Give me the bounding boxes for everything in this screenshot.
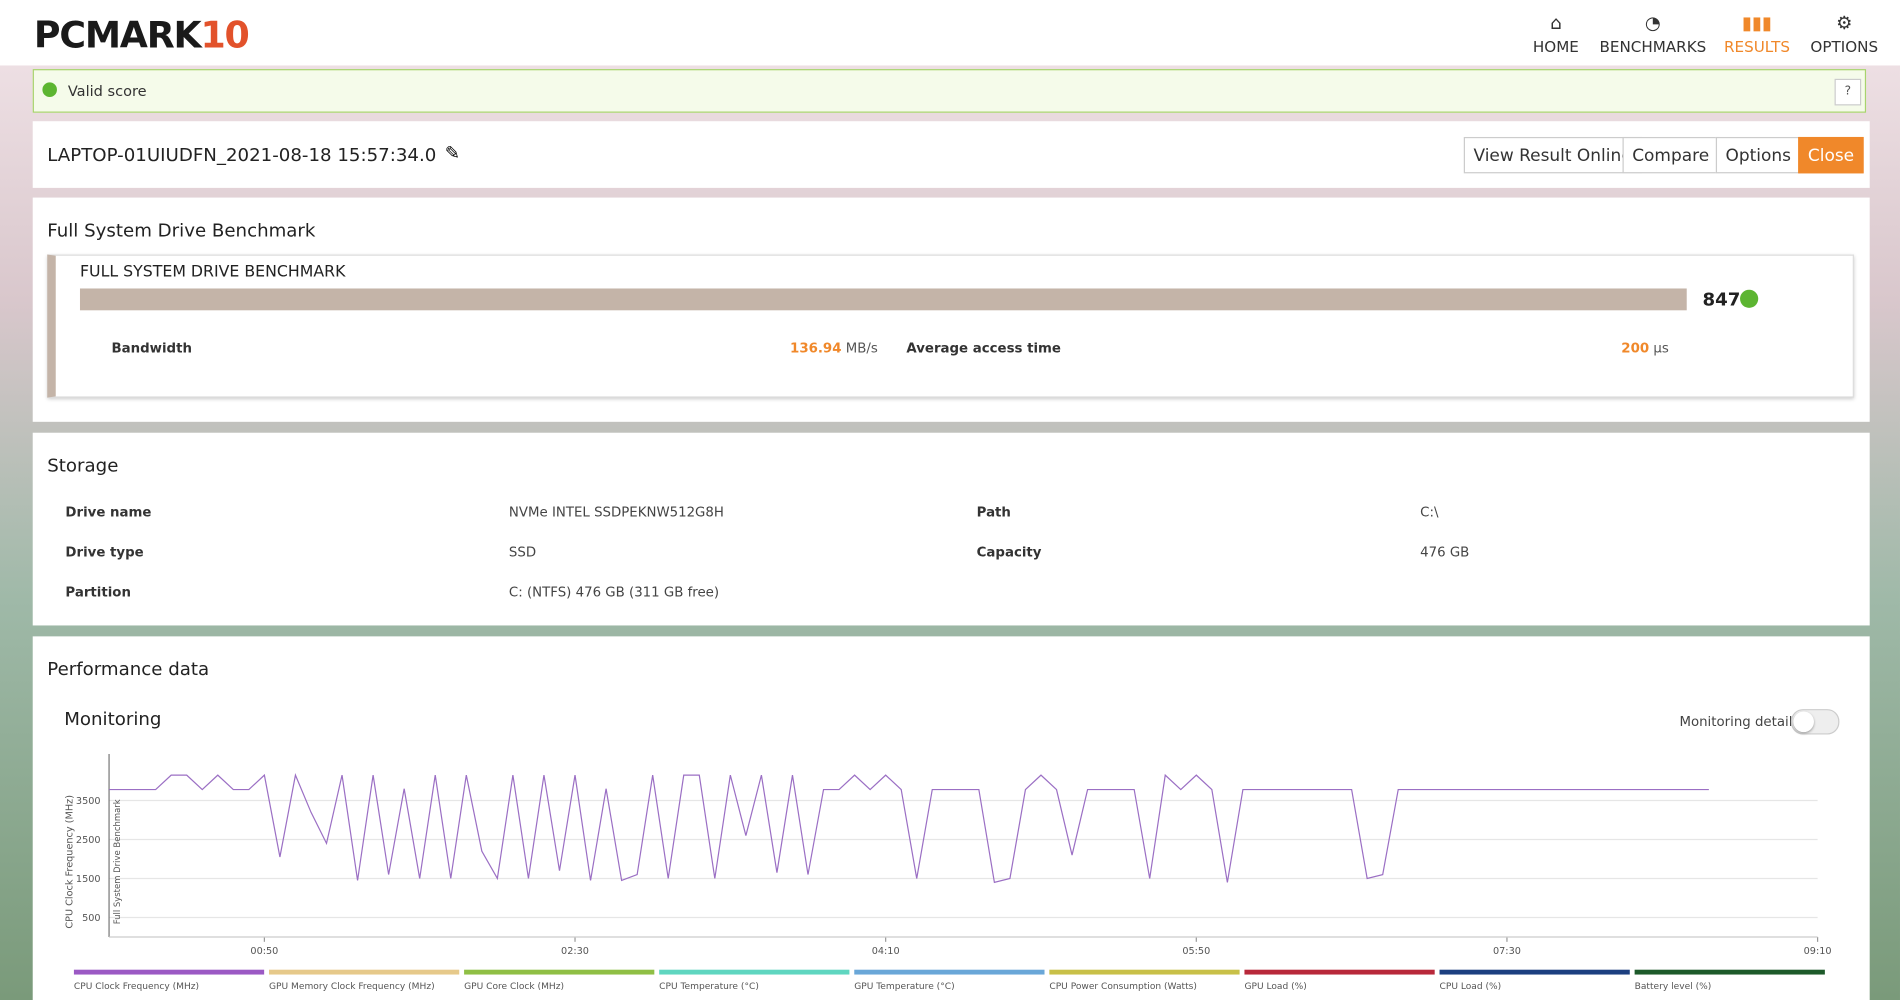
metric-value: 200 [1621, 340, 1650, 357]
label[interactable]: OPTIONS [1810, 37, 1879, 56]
x-tick-label: 04:10 [872, 946, 900, 957]
field-value: 476 GB [1420, 544, 1470, 560]
x-tick-label: 05:50 [1182, 946, 1210, 957]
section-title: Storage [47, 454, 119, 477]
line [109, 773, 1709, 884]
x-tick-label: 07:30 [1493, 946, 1521, 957]
logo: PCMARK10 [33, 14, 250, 57]
field-label: Partition [65, 584, 131, 600]
storage-panel: Storage Drive name NVMe INTEL SSDPEKNW51… [32, 432, 1870, 626]
legend-swatch [269, 969, 460, 975]
x-tick-label: 02:30 [561, 946, 589, 957]
legend-swatch [1244, 969, 1435, 975]
chart: 500 1500 2500 3500 00:50 02:30 04:10 05:50 07:30… [65, 753, 1832, 992]
toggle-label: Monitoring details [1679, 713, 1800, 730]
section-title: Full System Drive Benchmark [47, 219, 316, 242]
legend-swatch [1634, 969, 1825, 975]
options-button[interactable]: Options [1715, 136, 1801, 174]
nav-options[interactable]: ⚙ OPTIONS [1810, 12, 1879, 56]
y-tick-label: 3500 [76, 796, 101, 807]
result-name: LAPTOP-01UIUDFN_2021-08-18 15:57:34.0 [47, 144, 437, 167]
legend-swatch [854, 969, 1045, 975]
view-online-button[interactable]: View Result Online [1463, 136, 1642, 174]
x-tick-label: 09:10 [1804, 946, 1832, 957]
legend-label: GPU Memory Clock Frequency (MHz) [269, 982, 435, 992]
status-text: Valid score [67, 82, 147, 100]
logo-number: 10 [200, 14, 249, 57]
y-tick-label: 2500 [76, 835, 101, 846]
label[interactable]: RESULTS [1723, 37, 1791, 56]
field-value: C: (NTFS) 476 GB (311 GB free) [508, 584, 720, 600]
legend-label: CPU Power Consumption (Watts) [1049, 982, 1197, 992]
legend-label: GPU Load (%) [1244, 982, 1306, 992]
benchmark-panel: Full System Drive Benchmark FULL SYSTEM … [32, 197, 1870, 422]
status-bar: Valid score ? [32, 69, 1867, 113]
metric-value: 136.94 [790, 340, 842, 357]
field-label: Drive type [65, 544, 144, 560]
y-tick-label: 1500 [76, 874, 101, 885]
header: PCMARK10 ⌂ HOME ◔ BENCHMARKS ▮▮▮ RESULTS ⚙ O… [0, 0, 1900, 66]
compare-button[interactable]: Compare [1622, 136, 1719, 174]
legend-label: Battery level (%) [1635, 982, 1712, 992]
section-title: Performance data [47, 658, 210, 680]
edit-icon[interactable]: ✎ [444, 141, 460, 164]
performance-panel: Performance data Monitoring Monitoring d… [32, 636, 1870, 1000]
nav-benchmarks[interactable]: ◔ BENCHMARKS [1599, 12, 1707, 56]
score-bar [79, 288, 1687, 311]
field-value: NVMe INTEL SSDPEKNW512G8H [508, 504, 724, 520]
close-button[interactable]: Close [1798, 136, 1864, 174]
y-tick-label: 500 [82, 913, 100, 924]
legend-label: CPU Load (%) [1440, 982, 1502, 992]
field-label: Path [976, 504, 1011, 520]
metric-unit: μs [1653, 340, 1669, 357]
metric-label: Bandwidth [111, 340, 192, 357]
annotation: Full System Drive Benchmark [112, 799, 122, 924]
legend-swatch [1439, 969, 1630, 975]
field-label: Capacity [976, 544, 1042, 560]
label[interactable]: HOME [1532, 37, 1579, 56]
score-check [1740, 289, 1759, 308]
status-icon [42, 82, 57, 97]
metric-label: Average access time [906, 340, 1061, 357]
logo-text: PCMARK [33, 14, 202, 57]
toggle[interactable] [1790, 709, 1840, 735]
legend-label: GPU Core Clock (MHz) [464, 982, 564, 992]
metric-unit: MB/s [845, 340, 878, 357]
legend-swatch [659, 969, 850, 975]
score: 847 [1702, 288, 1741, 311]
nav-home[interactable]: ⌂ HOME [1532, 12, 1579, 56]
legend-label: CPU Clock Frequency (MHz) [74, 982, 199, 992]
result-panel: LAPTOP-01UIUDFN_2021-08-18 15:57:34.0 ✎ … [32, 121, 1870, 188]
legend-label: GPU Temperature (°C) [854, 982, 954, 992]
legend-swatch [464, 969, 655, 975]
benchmark-title: FULL SYSTEM DRIVE BENCHMARK [79, 263, 346, 282]
legend-swatch [73, 969, 265, 975]
field-value: SSD [508, 544, 537, 560]
benchmark-card: FULL SYSTEM DRIVE BENCHMARK 847 Bandwidt… [47, 254, 1854, 398]
field-value: C:\ [1420, 504, 1439, 520]
legend-swatch [1049, 969, 1240, 975]
label[interactable]: BENCHMARKS [1599, 37, 1707, 56]
legend-label: CPU Temperature (°C) [659, 982, 759, 992]
field-label: Drive name [65, 504, 152, 520]
nav-results[interactable]: ▮▮▮ RESULTS [1723, 12, 1791, 56]
y-axis-label: CPU Clock Frequency (MHz) [65, 795, 76, 929]
help-button[interactable]: ? [1834, 78, 1862, 106]
subtitle: Monitoring [64, 707, 162, 730]
x-tick-label: 00:50 [250, 946, 278, 957]
